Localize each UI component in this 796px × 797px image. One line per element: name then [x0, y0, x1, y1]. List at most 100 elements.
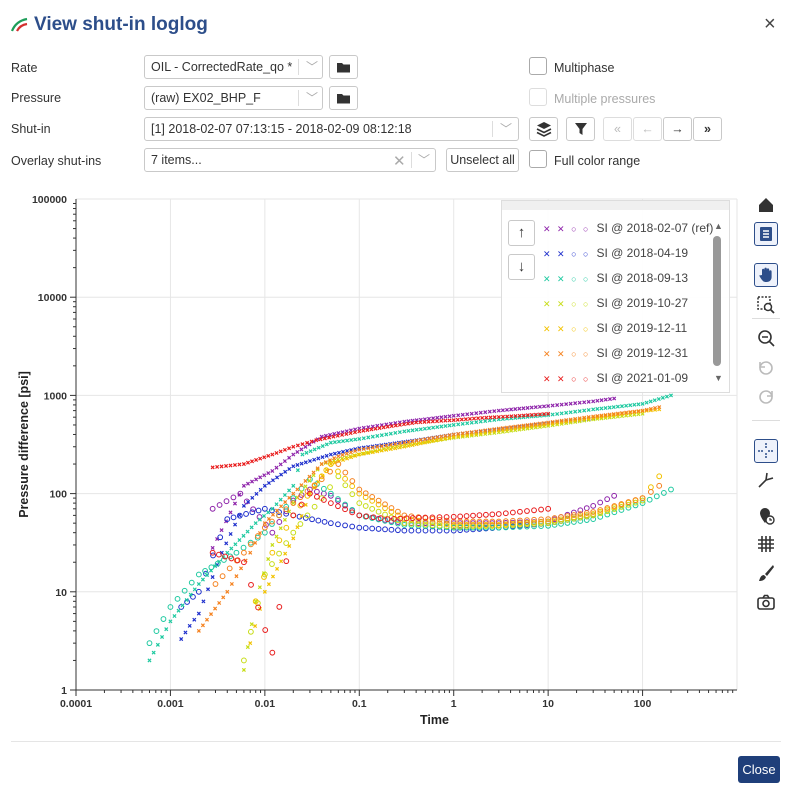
pressure-point — [496, 414, 501, 419]
pan-tool-button[interactable] — [754, 263, 778, 287]
rate-browse-button[interactable] — [329, 55, 358, 79]
legend-item[interactable]: ✕ ✕ ○ ○ SI @ 2019-12-11 — [543, 321, 687, 341]
legend-toggle-tool-button[interactable] — [754, 222, 778, 246]
pressure-point — [324, 442, 329, 447]
pressure-point — [388, 447, 393, 452]
legend-item[interactable]: ✕ ✕ ○ ○ SI @ 2018-09-13 — [543, 271, 688, 291]
close-button[interactable]: Close — [738, 756, 780, 783]
legend-marker-icon: ✕ ✕ ○ ○ — [543, 249, 591, 259]
pressure-point — [266, 453, 271, 458]
pressure-point — [467, 416, 472, 421]
pressure-point — [332, 451, 337, 456]
home-tool-button[interactable] — [754, 193, 778, 217]
pressure-select[interactable]: (raw) EX02_BHP_F ﹀ — [144, 86, 323, 110]
undo-tool-button[interactable] — [754, 355, 778, 379]
camera-tool-button[interactable] — [754, 590, 778, 614]
pressure-point — [172, 614, 177, 619]
derivative-point — [538, 516, 544, 523]
derivative-point — [604, 508, 611, 515]
pressure-point — [275, 475, 280, 480]
pressure-point — [287, 488, 292, 493]
derivative-point — [443, 523, 450, 530]
multiphase-checkbox[interactable] — [529, 57, 547, 75]
derivative-point — [415, 517, 422, 524]
scroll-down-icon[interactable]: ▼ — [714, 373, 723, 383]
pressure-point — [422, 419, 427, 424]
clear-icon[interactable]: ✕ — [393, 153, 406, 170]
grid-tool-button[interactable] — [754, 532, 778, 556]
derivative-point — [656, 482, 663, 489]
prev-shutin-button[interactable]: ← — [633, 117, 662, 141]
pressure-point — [542, 404, 547, 409]
derivative-point — [401, 522, 408, 528]
legend-item[interactable]: ✕ ✕ ○ ○ SI @ 2018-02-07 (ref) — [543, 221, 713, 241]
filter-button[interactable] — [566, 117, 595, 141]
pressure-point — [357, 429, 362, 434]
derivative-point — [212, 581, 219, 587]
legend-item[interactable]: ✕ ✕ ○ ○ SI @ 2018-04-19 — [543, 246, 688, 266]
pressure-point — [451, 435, 456, 440]
derivative-point — [482, 522, 489, 528]
derivative-point — [489, 518, 496, 525]
derivative-point — [531, 519, 537, 526]
derivative-point — [388, 508, 395, 515]
time-marker-tool-button[interactable] — [754, 504, 778, 528]
pressure-browse-button[interactable] — [329, 86, 358, 110]
first-shutin-button[interactable]: « — [603, 117, 632, 141]
grid-icon — [758, 536, 774, 552]
derivative-point — [276, 550, 282, 557]
derivative-point — [429, 514, 436, 521]
last-shutin-button[interactable]: » — [693, 117, 722, 141]
derivative-point — [618, 503, 625, 510]
legend-up-button[interactable]: ↑ — [508, 220, 535, 246]
legend-item[interactable]: ✕ ✕ ○ ○ SI @ 2021-01-09 — [543, 371, 688, 391]
pressure-point — [254, 491, 259, 496]
legend-scrollbar[interactable] — [713, 236, 721, 366]
pressure-point — [513, 413, 518, 419]
derivative-point — [236, 512, 243, 519]
zoom-out-tool-button[interactable] — [754, 326, 778, 350]
next-shutin-button[interactable]: → — [663, 117, 692, 141]
derivative-point — [190, 593, 196, 600]
derivative-point — [153, 628, 160, 635]
pressure-point — [340, 430, 345, 435]
brush-tool-button[interactable] — [754, 561, 778, 585]
derivative-point — [283, 540, 290, 547]
derivative-tool-button[interactable] — [754, 468, 778, 492]
pressure-point — [615, 411, 620, 416]
unselect-all-button[interactable]: Unselect all — [446, 148, 519, 172]
x-axis-label: Time — [420, 713, 449, 727]
multiple-pressures-checkbox[interactable] — [529, 88, 547, 106]
pressure-point — [591, 407, 596, 412]
pressure-point — [295, 462, 300, 467]
rate-select[interactable]: OIL - CorrectedRate_qo * ﹀ — [144, 55, 323, 79]
pressure-point — [577, 400, 582, 405]
redo-tool-button[interactable] — [754, 384, 778, 408]
pressure-point — [361, 451, 366, 456]
derivative-point — [167, 604, 174, 610]
layers-button[interactable] — [529, 117, 558, 141]
derivative-point — [388, 505, 395, 511]
full-color-range-checkbox[interactable] — [529, 150, 547, 168]
pressure-point — [636, 409, 641, 414]
overlay-select[interactable]: 7 items... ✕ ﹀ — [144, 148, 436, 172]
pressure-point — [245, 481, 250, 486]
pressure-point — [388, 442, 393, 447]
pressure-point — [254, 477, 259, 482]
derivative-point — [349, 507, 356, 513]
pressure-point — [431, 435, 436, 440]
legend-item[interactable]: ✕ ✕ ○ ○ SI @ 2019-12-31 — [543, 346, 688, 366]
shutin-select[interactable]: [1] 2018-02-07 07:13:15 - 2018-02-09 08:… — [144, 117, 519, 141]
close-icon[interactable]: × — [764, 13, 776, 35]
scroll-up-icon[interactable]: ▲ — [714, 221, 723, 231]
legend-item[interactable]: ✕ ✕ ○ ○ SI @ 2019-10-27 — [543, 296, 688, 316]
zoom-box-tool-button[interactable] — [754, 293, 778, 317]
pressure-point — [469, 430, 474, 435]
pressure-point — [397, 430, 402, 435]
legend-down-button[interactable]: ↓ — [508, 254, 535, 280]
pressure-point — [525, 413, 530, 418]
crosshair-tool-button[interactable] — [754, 439, 778, 463]
derivative-point — [209, 549, 216, 556]
pressure-point — [224, 541, 229, 546]
derivative-point — [538, 519, 544, 525]
